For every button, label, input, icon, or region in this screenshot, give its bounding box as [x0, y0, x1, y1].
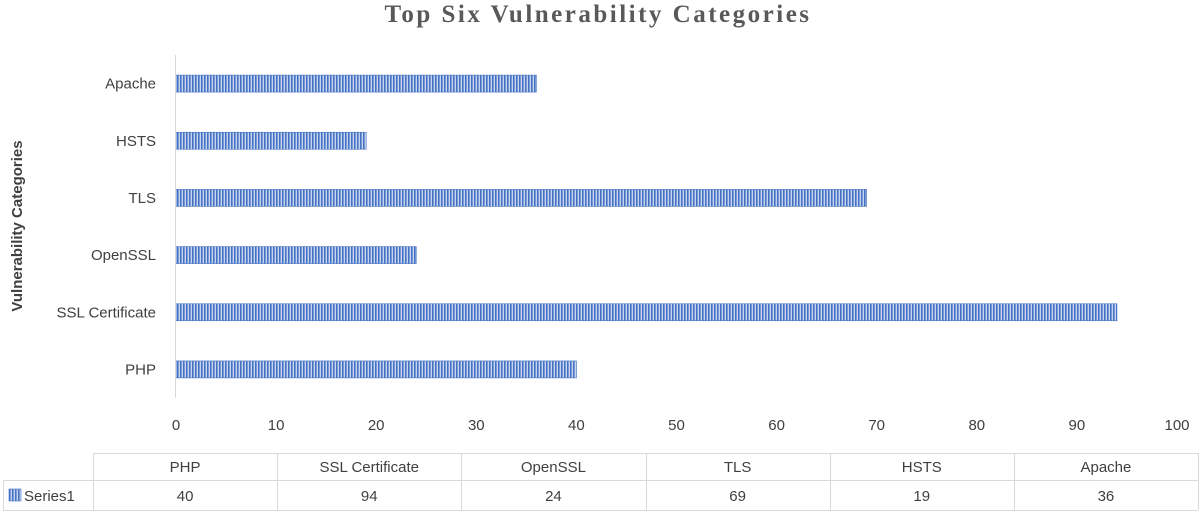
x-tick-label: 70 — [868, 417, 885, 434]
series-label: Series1 — [24, 488, 75, 505]
category-label: Apache — [105, 76, 156, 93]
table-header-cell: HSTS — [902, 459, 942, 476]
x-tick-label: 50 — [668, 417, 685, 434]
data-table: PHP 40 SSL Certificate 94 OpenSSL 24 TLS 69 HSTS… — [3, 453, 1199, 511]
table-header-cell: PHP — [170, 459, 201, 476]
table-header-cell: Apache — [1080, 459, 1131, 476]
table-value-cell: 19 — [913, 488, 930, 505]
table-value-cell: 69 — [729, 488, 746, 505]
x-tick-label: 60 — [768, 417, 785, 434]
category-label: HSTS — [116, 133, 156, 150]
table-value-cell: 36 — [1098, 488, 1115, 505]
x-tick-label: 90 — [1069, 417, 1086, 434]
bar-apache — [175, 74, 537, 93]
chart-title: Top Six Vulnerability Categories — [384, 1, 811, 28]
x-tick-label: 80 — [968, 417, 985, 434]
category-label: SSL Certificate — [57, 304, 157, 321]
category-label: PHP — [125, 361, 156, 378]
table-value-cell: 40 — [177, 488, 194, 505]
bar-ssl-certificate — [175, 303, 1118, 322]
x-tick-label: 40 — [568, 417, 585, 434]
y-axis-label: Vulnerability Categories — [9, 140, 26, 311]
table-header-cell: OpenSSL — [521, 459, 586, 476]
x-tick-label: 0 — [172, 417, 180, 434]
category-label: TLS — [128, 190, 156, 207]
table-header-cell: SSL Certificate — [320, 459, 420, 476]
bar-php — [175, 360, 577, 379]
x-tick-label: 20 — [368, 417, 385, 434]
bar-hsts — [175, 131, 367, 150]
category-label: OpenSSL — [91, 247, 156, 264]
table-header-cell: TLS — [724, 459, 752, 476]
bars-group — [175, 74, 1118, 379]
x-tick-label: 10 — [268, 417, 285, 434]
x-tick-label: 30 — [468, 417, 485, 434]
category-labels: PHP SSL Certificate OpenSSL TLS HSTS Apache — [57, 76, 157, 379]
table-value-cell: 94 — [361, 488, 378, 505]
legend-key — [8, 488, 22, 502]
x-tick-labels: 0 10 20 30 40 50 60 70 80 90 100 — [172, 417, 1190, 434]
x-tick-label: 100 — [1164, 417, 1189, 434]
table-value-cell: 24 — [545, 488, 562, 505]
bar-openssl — [175, 246, 417, 264]
bar-tls — [175, 189, 867, 207]
